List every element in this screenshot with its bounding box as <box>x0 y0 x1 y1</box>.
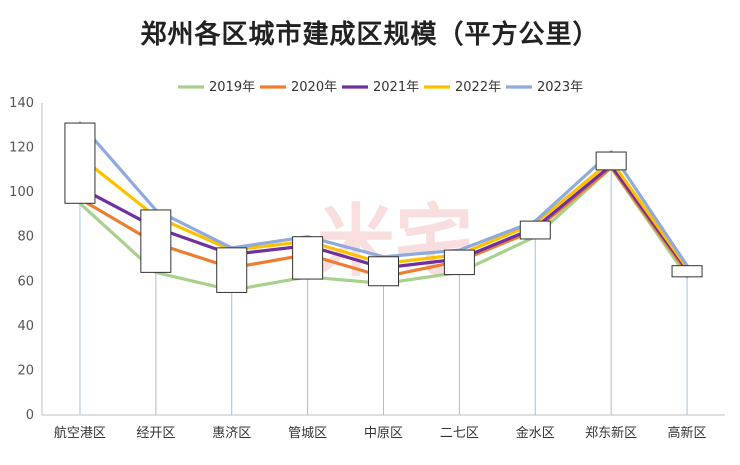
range-box <box>140 209 172 273</box>
y-tick-label: 20 <box>17 363 34 378</box>
range-box <box>671 265 703 278</box>
x-tick-label: 二七区 <box>440 426 479 441</box>
range-box <box>519 220 551 240</box>
legend-label: 2020年 <box>291 80 337 95</box>
y-tick-label: 140 <box>9 96 34 111</box>
x-tick-label: 郑东新区 <box>585 425 637 441</box>
range-box <box>292 236 324 280</box>
x-tick-label: 中原区 <box>364 426 403 441</box>
legend-label: 2021年 <box>373 80 419 95</box>
y-tick-label: 100 <box>9 185 34 200</box>
legend-label: 2019年 <box>209 80 255 95</box>
y-tick-label: 0 <box>26 408 34 423</box>
range-box <box>216 247 248 293</box>
y-tick-label: 80 <box>17 230 34 245</box>
legend-label: 2023年 <box>537 80 583 95</box>
x-tick-label: 高新区 <box>668 425 707 441</box>
y-tick-label: 40 <box>17 319 34 334</box>
range-box <box>64 122 96 204</box>
range-box <box>443 249 475 276</box>
range-box <box>595 151 627 171</box>
x-tick-label: 惠济区 <box>212 426 251 441</box>
x-tick-label: 航空港区 <box>54 425 106 441</box>
x-tick-label: 经开区 <box>136 426 175 441</box>
x-tick-label: 金水区 <box>516 425 555 441</box>
y-tick-label: 120 <box>9 141 34 156</box>
range-box <box>368 256 399 287</box>
chart-title: 郑州各区城市建成区规模（平方公里） <box>140 20 600 50</box>
legend-label: 2022年 <box>455 80 501 95</box>
x-tick-label: 管城区 <box>288 426 327 441</box>
y-tick-label: 60 <box>17 274 34 289</box>
